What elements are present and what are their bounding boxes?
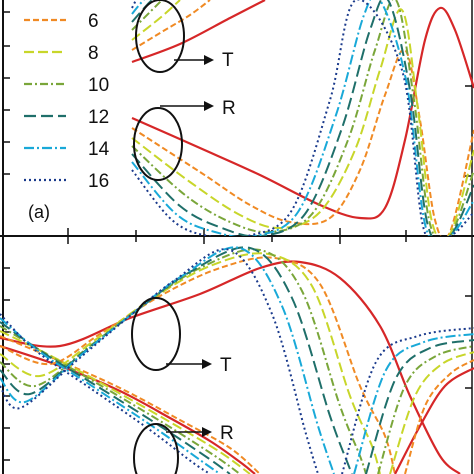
series-line-4-t bbox=[131, 0, 266, 64]
t-ellipse bbox=[131, 297, 181, 371]
series-line-16-t bbox=[0, 248, 319, 474]
legend-label-10: 10 bbox=[88, 75, 109, 96]
r-ellipse bbox=[133, 107, 183, 181]
series-line-16-r bbox=[0, 313, 211, 474]
r-arrow-head bbox=[202, 427, 212, 437]
series-line-12-r bbox=[0, 321, 231, 474]
series-line-4-r2 bbox=[394, 367, 474, 474]
legend-label-12: 12 bbox=[88, 107, 109, 128]
t-ellipse bbox=[135, 0, 185, 73]
series-line-16-r2 bbox=[341, 327, 474, 474]
series-line-8-r2 bbox=[389, 351, 474, 474]
series-line-8-r bbox=[131, 8, 474, 236]
series-line-6-t bbox=[0, 256, 396, 474]
series-line-16-t bbox=[131, 0, 137, 9]
series-line-14-r bbox=[0, 317, 221, 474]
series-line-16-r bbox=[131, 0, 474, 236]
series-line-12-r2 bbox=[365, 339, 474, 474]
series-line-14-t bbox=[131, 0, 145, 15]
bottom-annotations: T R bbox=[131, 297, 234, 474]
series-line-6-r bbox=[131, 48, 474, 236]
series-line-12-t bbox=[0, 246, 353, 474]
r-label: R bbox=[220, 423, 234, 444]
r-arrow-head bbox=[204, 101, 214, 111]
series-line-6-t bbox=[131, 0, 211, 51]
series-line-14-t bbox=[0, 246, 335, 474]
series-line-10-t bbox=[0, 248, 367, 474]
r-ellipse bbox=[133, 423, 179, 474]
series-line-8-t bbox=[131, 0, 181, 41]
series-line-10-r bbox=[131, 0, 474, 236]
panel-label: (a) bbox=[28, 202, 50, 222]
legend-label-14: 14 bbox=[88, 139, 110, 160]
t-arrow-head bbox=[202, 359, 212, 369]
t-label: T bbox=[220, 355, 232, 376]
series-line-4-r bbox=[131, 6, 474, 220]
top-panel-lines bbox=[131, 0, 474, 236]
series-line-14-r bbox=[131, 0, 474, 236]
t-arrow-head bbox=[204, 55, 214, 65]
series-line-10-r2 bbox=[377, 345, 474, 474]
series-line-6-r2 bbox=[404, 359, 474, 474]
bottom-panel-lines bbox=[0, 246, 474, 474]
t-label: T bbox=[222, 50, 234, 71]
legend-label-16: 16 bbox=[88, 171, 109, 192]
series-line-14-r2 bbox=[353, 333, 474, 474]
legend: 6 8 10 12 14 16 bbox=[24, 11, 110, 192]
top-annotations: T R (a) bbox=[28, 0, 236, 222]
r-label: R bbox=[222, 98, 236, 119]
legend-label-8: 8 bbox=[88, 43, 99, 64]
series-line-4-t bbox=[0, 260, 461, 474]
legend-label-6: 6 bbox=[88, 11, 99, 32]
